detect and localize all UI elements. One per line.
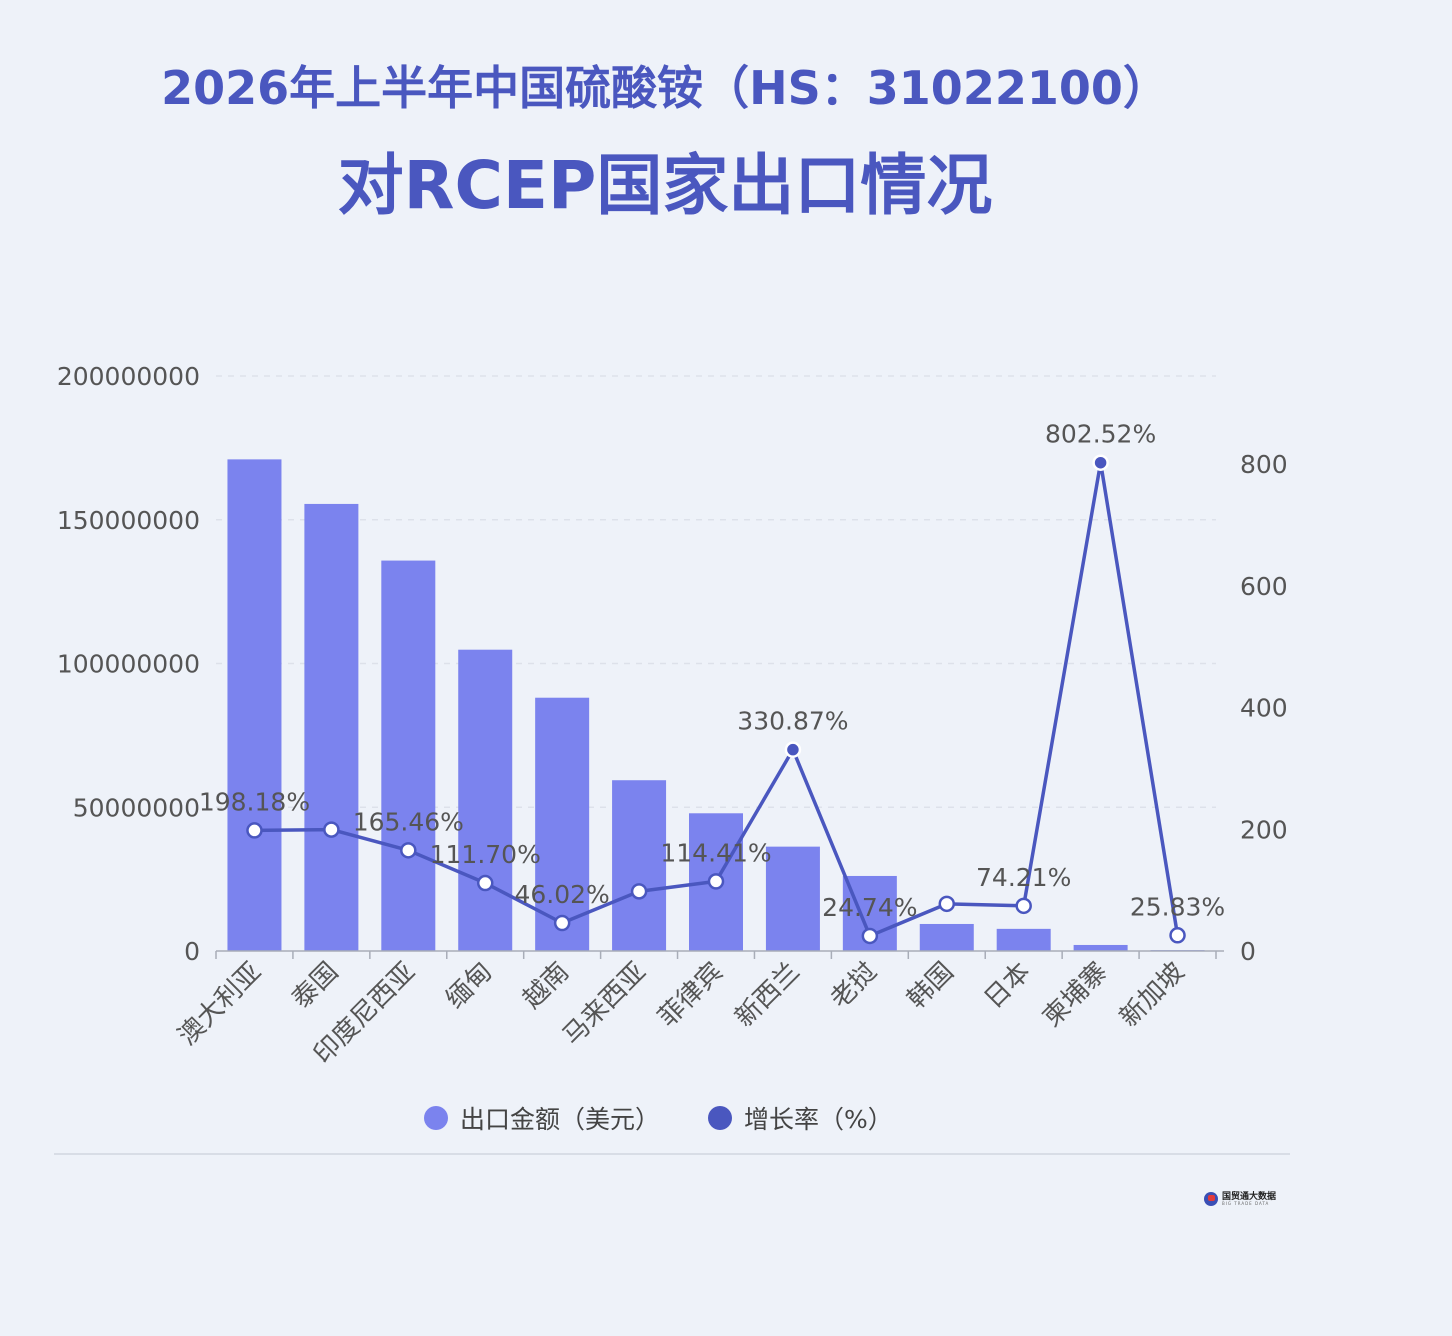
legend-line-label: 增长率（%） [744,1105,893,1134]
x-tick-label: 日本 [979,957,1037,1015]
y-right-tick-label: 200 [1240,815,1288,844]
growth-point-9 [861,927,879,945]
chart-legend: 出口金额（美元） 增长率（%） [424,1100,941,1136]
bar-1 [227,459,282,951]
chart-title-line2: 对RCEP国家出口情况 [337,147,993,224]
logo-main-text: 国贸通大数据 [1222,1191,1277,1202]
x-tick-label: 泰国 [286,957,344,1015]
growth-data-label: 46.02% [514,880,609,909]
bar-8 [765,846,820,951]
growth-data-label: 111.70% [430,840,541,869]
x-tick-label: 菲律宾 [653,957,729,1033]
growth-data-label: 330.87% [737,707,848,736]
y-right-tick-label: 800 [1240,450,1288,479]
growth-point-13 [1169,927,1186,944]
growth-point-12 [1092,454,1109,471]
growth-data-label: 25.83% [1130,892,1225,921]
y-right-tick-label: 600 [1240,572,1288,601]
growth-point-2 [323,821,340,838]
legend-bar-label: 出口金额（美元） [460,1105,661,1134]
y-left-tick-label: 100000000 [57,650,200,679]
logo-sub-text: BIG TRADE DATA [1222,1200,1270,1206]
growth-point-10 [938,895,956,913]
footer-divider [54,1153,1290,1155]
x-tick-label: 韩国 [902,957,960,1015]
legend-line-swatch [708,1106,733,1130]
x-tick-label: 新加坡 [1114,957,1190,1033]
growth-point-11 [1015,897,1032,915]
y-right-tick-label: 400 [1240,694,1288,723]
brand-logo: 国贸通大数据 BIG TRADE DATA [1204,1192,1276,1206]
growth-data-label: 114.41% [660,838,771,867]
chart-title-line1: 2026年上半年中国硫酸铵（HS：31022100） [161,61,1169,115]
y-left-tick-label: 200000000 [57,362,200,391]
x-tick-label: 马来西亚 [557,957,652,1052]
bar-10 [919,923,974,951]
growth-point-8 [784,741,802,758]
x-tick-label: 越南 [517,957,575,1015]
logo-icon [1204,1192,1218,1206]
growth-point-7 [707,873,725,890]
bar-2 [304,503,359,951]
legend-bar-swatch [424,1106,448,1130]
growth-point-4 [476,874,494,892]
legend-item-growth-rate[interactable]: 增长率（%） [708,1100,893,1136]
x-tick-label: 柬埔寨 [1037,957,1113,1033]
y-left-tick-label: 0 [184,937,200,966]
growth-point-1 [246,822,263,839]
y-right-tick-label: 0 [1240,937,1256,966]
growth-data-label: 165.46% [353,807,464,836]
x-tick-label: 新西兰 [729,957,805,1033]
bar-11 [996,928,1051,951]
growth-data-label: 198.18% [199,787,310,816]
growth-point-6 [630,883,648,900]
bar-3 [381,560,436,951]
bar-12 [1073,944,1128,951]
x-tick-label: 澳大利亚 [173,957,268,1052]
bar-4 [458,649,513,951]
x-tick-label: 老挝 [825,957,883,1015]
y-left-tick-label: 150000000 [57,506,200,535]
bar-5 [535,697,590,951]
growth-data-label: 24.74% [822,893,917,922]
y-left-tick-label: 50000000 [73,793,200,822]
growth-data-label: 74.21% [976,863,1071,892]
bar-6 [612,780,667,951]
x-tick-label: 缅甸 [440,957,498,1015]
growth-point-3 [400,842,417,859]
growth-point-5 [553,914,571,932]
growth-data-label: 802.52% [1045,420,1156,449]
legend-item-export-value[interactable]: 出口金额（美元） [424,1100,660,1136]
